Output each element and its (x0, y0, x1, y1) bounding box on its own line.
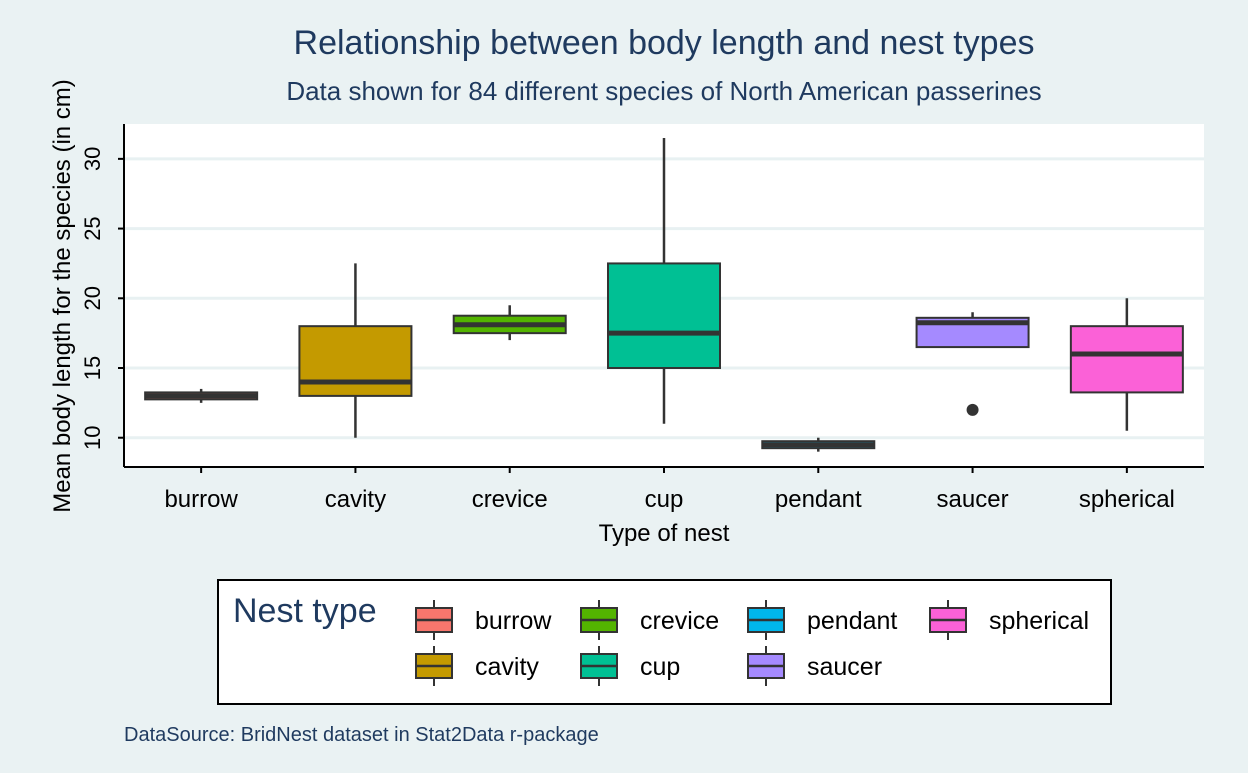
legend-item-saucer: saucer (747, 646, 882, 686)
x-tick-label: saucer (937, 486, 1009, 513)
box-body (607, 262, 721, 370)
box-cavity (298, 263, 413, 438)
box-outlier (966, 403, 979, 416)
x-tick-label: cavity (325, 486, 386, 513)
legend-label: cavity (475, 653, 539, 681)
legend-item-cup: cup (580, 646, 680, 686)
x-axis-label: Type of nest (599, 520, 730, 547)
box-burrow (144, 388, 259, 403)
x-tick-label: crevice (472, 486, 548, 513)
legend-label: crevice (640, 607, 719, 635)
y-tick-label: 25 (80, 216, 105, 240)
y-tick-label: 15 (80, 356, 105, 380)
y-ticks: 10 15 20 25 30 (80, 147, 124, 450)
legend-frame (217, 579, 1112, 705)
legend-item-pendant: pendant (747, 600, 897, 640)
legend-item-burrow: burrow (415, 600, 552, 640)
chart-caption: DataSource: BridNest dataset in Stat2Dat… (124, 724, 599, 746)
legend-label: pendant (807, 607, 897, 635)
y-axis-label: Mean body length for the species (in cm) (49, 79, 76, 513)
y-tick-label: 20 (80, 286, 105, 310)
box-body (1069, 325, 1184, 394)
y-tick-label: 30 (80, 147, 105, 171)
box-crevice (452, 305, 567, 341)
chart-subtitle: Data shown for 84 different species of N… (286, 76, 1041, 106)
box-saucer (915, 312, 1030, 416)
box-spherical (1069, 298, 1184, 431)
y-tick-label: 10 (80, 425, 105, 449)
box-body (298, 325, 413, 397)
legend-title: Nest type (233, 592, 377, 630)
legend-items: burrow cavity crevice cup pendant saucer spher… (415, 600, 1089, 686)
x-tick-label: burrow (164, 486, 238, 513)
x-tick-label: spherical (1079, 486, 1175, 513)
legend-label: saucer (807, 653, 882, 681)
x-tick-label: cup (645, 486, 684, 513)
legend: Nest type burrow cavity crevice cup pendant s… (217, 579, 1112, 705)
box-pendant (761, 437, 876, 452)
legend-label: spherical (989, 607, 1089, 635)
legend-label: burrow (475, 607, 552, 635)
x-ticks: burrow cavity crevice cup pendant saucer spher… (164, 467, 1175, 513)
boxes-group (144, 137, 1184, 452)
box-cup (607, 137, 721, 424)
chart-title: Relationship between body length and nes… (294, 24, 1035, 62)
legend-label: cup (640, 653, 680, 681)
legend-item-cavity: cavity (415, 646, 539, 686)
x-tick-label: pendant (775, 486, 862, 513)
legend-item-spherical: spherical (929, 600, 1089, 640)
legend-item-crevice: crevice (580, 600, 719, 640)
